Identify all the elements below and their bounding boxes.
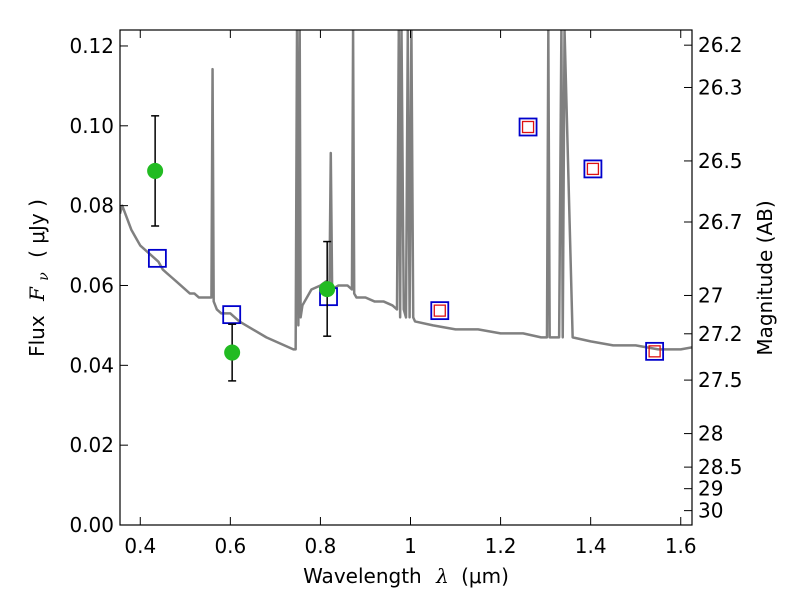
y-tick-label: 0.12 xyxy=(69,34,114,58)
y-axis-label: Flux F ν ( μJy ) xyxy=(25,199,53,357)
x-axis-label: Wavelength λ (μm) xyxy=(303,564,509,588)
y-tick-label: 0.00 xyxy=(69,513,114,537)
x-tick-label: 1.2 xyxy=(485,534,517,558)
y-tick-label: 0.06 xyxy=(69,273,114,297)
upper-limit-square xyxy=(586,162,600,176)
y2-tick-label: 26.3 xyxy=(698,75,743,99)
model-spectrum-line xyxy=(120,30,692,351)
model-flux-square xyxy=(645,341,665,361)
x-tick-label: 0.4 xyxy=(124,534,156,558)
y-tick-label: 0.02 xyxy=(69,433,114,457)
y-axis-label-unit: ( μJy ) xyxy=(25,199,49,258)
y2-tick-label: 28.5 xyxy=(698,455,743,479)
y2-tick-label: 27 xyxy=(698,283,723,307)
upper-limit-square xyxy=(648,345,661,358)
y2-tick-label: 28 xyxy=(698,422,723,446)
model-flux-square xyxy=(147,248,167,268)
upper-limit-square xyxy=(521,120,535,134)
observed-flux-point xyxy=(224,344,241,361)
x-tick-label: 1.6 xyxy=(665,534,697,558)
x-axis-label-text: Wavelength xyxy=(303,564,422,588)
data-layer xyxy=(120,30,692,382)
y-axis-label-text: Flux xyxy=(25,315,49,357)
y-axis-label-subscript: ν xyxy=(36,272,52,281)
y2-tick-label: 27.5 xyxy=(698,368,743,392)
y-tick-label: 0.08 xyxy=(69,194,114,218)
upper-limit-square xyxy=(433,304,446,317)
y2-tick-label: 29 xyxy=(698,477,723,501)
model-flux-square xyxy=(222,305,242,325)
y2-tick-label: 26.5 xyxy=(698,149,743,173)
y2-axis-label: Magnitude (AB) xyxy=(753,200,777,355)
x-axis-label-unit: (μm) xyxy=(461,564,509,588)
x-tick-label: 1.4 xyxy=(575,534,607,558)
y-tick-label: 0.04 xyxy=(69,353,114,377)
y-tick-label: 0.10 xyxy=(69,114,114,138)
x-tick-label: 1 xyxy=(404,534,417,558)
ticks-layer: 0.4 0.6 0.8 1 1.2 1.4 1.6 0.00 0.02 0.04 0.06 0.08 0… xyxy=(69,30,743,558)
observed-flux-point xyxy=(319,281,336,298)
model-flux-square xyxy=(430,301,450,321)
y2-tick-label: 27.2 xyxy=(698,322,743,346)
observed-flux-point xyxy=(147,162,164,179)
x-tick-label: 0.8 xyxy=(305,534,337,558)
model-flux-square xyxy=(518,117,538,137)
model-flux-square xyxy=(583,159,603,179)
x-tick-label: 0.6 xyxy=(214,534,246,558)
y2-tick-label: 26.7 xyxy=(698,210,743,234)
y2-tick-label: 30 xyxy=(698,499,723,523)
plot-frame xyxy=(119,29,693,526)
y2-tick-label: 26.2 xyxy=(698,33,743,57)
x-axis-label-symbol: λ xyxy=(435,564,449,588)
y-axis-label-symbol: F xyxy=(25,286,49,302)
